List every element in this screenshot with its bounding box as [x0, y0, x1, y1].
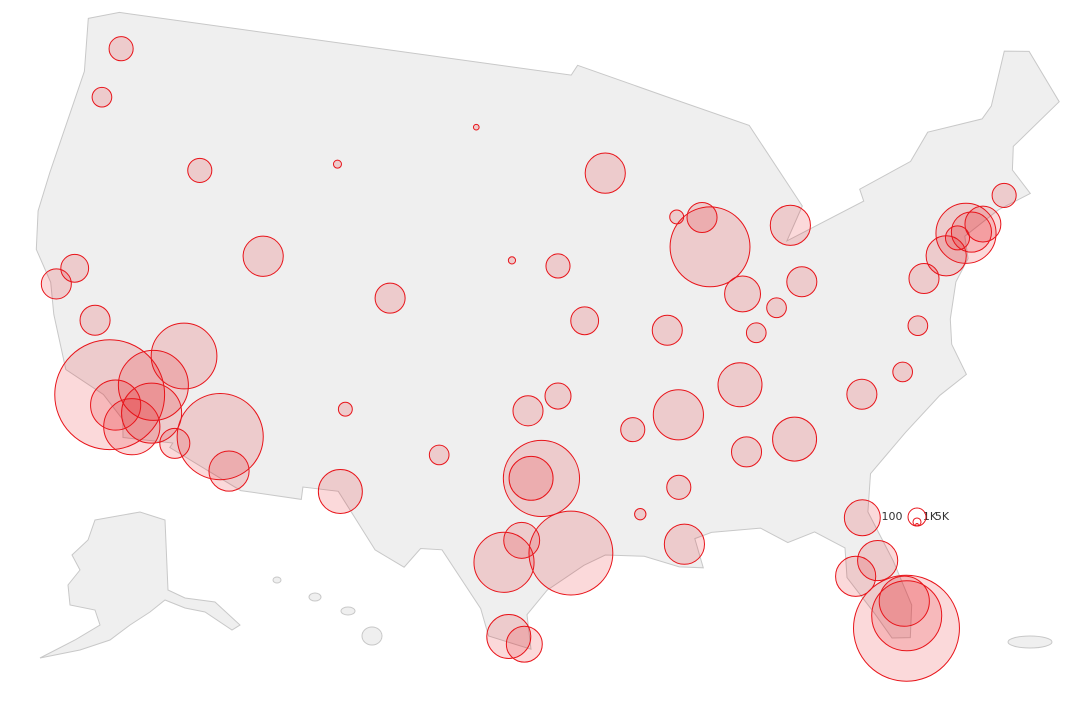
bubble	[473, 531, 535, 593]
bubble	[666, 474, 692, 500]
bubble	[176, 393, 264, 481]
hawaii-oahu	[308, 592, 322, 602]
bubble	[907, 315, 929, 337]
bubble	[242, 235, 284, 277]
bubble	[332, 159, 342, 169]
bubble	[717, 362, 763, 408]
bubbles	[40, 36, 1017, 682]
bubble	[730, 436, 763, 468]
bubble	[686, 201, 718, 234]
bubble	[871, 580, 943, 652]
bubble	[545, 253, 571, 279]
bubble	[843, 499, 881, 537]
bubble	[892, 361, 913, 383]
bubble	[724, 275, 762, 313]
bubble	[91, 86, 113, 108]
bubble	[428, 444, 450, 466]
legend-label: 100	[882, 510, 903, 523]
bubble	[337, 401, 353, 417]
hawaii-maui	[340, 606, 356, 616]
bubble	[528, 510, 614, 596]
bubble	[772, 416, 818, 462]
bubble	[857, 539, 899, 582]
bubble	[908, 262, 940, 295]
bubble	[766, 297, 787, 319]
bubble	[512, 395, 544, 427]
alaska	[39, 511, 241, 659]
bubble	[663, 523, 705, 565]
bubble	[544, 382, 572, 410]
hawaii-island	[361, 626, 383, 646]
bubble	[745, 322, 767, 344]
bubble	[79, 304, 111, 336]
bubble	[40, 268, 72, 300]
bubble	[60, 253, 90, 283]
bubble	[505, 625, 543, 663]
bubble	[472, 123, 480, 131]
legend-circle	[912, 517, 922, 527]
bubble	[620, 417, 646, 443]
bubble	[584, 152, 626, 194]
bubble	[54, 339, 166, 451]
bubble	[669, 209, 685, 225]
bubble	[486, 614, 532, 660]
puerto-rico	[1007, 635, 1053, 649]
bubble	[853, 574, 960, 682]
bubble	[634, 507, 647, 521]
bubble	[502, 439, 581, 518]
bubble	[991, 182, 1017, 208]
bubble	[878, 575, 930, 627]
bubble	[90, 379, 142, 431]
bubble	[925, 235, 967, 277]
bubble	[964, 205, 1002, 243]
bubble	[507, 256, 517, 265]
lower-48	[35, 11, 1060, 650]
bubble	[652, 389, 704, 441]
bubble	[159, 427, 191, 459]
bubble	[846, 378, 878, 410]
bubble	[570, 306, 600, 336]
bubble	[769, 204, 811, 246]
bubble	[117, 349, 189, 421]
bubble	[786, 266, 818, 298]
bubble	[150, 322, 218, 390]
legend-label: 5K	[935, 510, 950, 523]
bubble	[121, 382, 183, 444]
bubble	[508, 455, 554, 501]
bubble	[503, 521, 541, 559]
bubble	[108, 36, 134, 62]
legend-circle	[907, 507, 927, 527]
bubble	[208, 450, 250, 492]
hawaii-kauai	[272, 576, 282, 584]
legend-label: 1K	[923, 510, 938, 523]
bubble	[944, 225, 971, 251]
land	[35, 11, 1060, 659]
bubble	[317, 468, 363, 514]
bubble	[651, 314, 683, 346]
bubble	[374, 282, 406, 314]
bubble	[187, 157, 213, 183]
bubble	[835, 555, 877, 597]
